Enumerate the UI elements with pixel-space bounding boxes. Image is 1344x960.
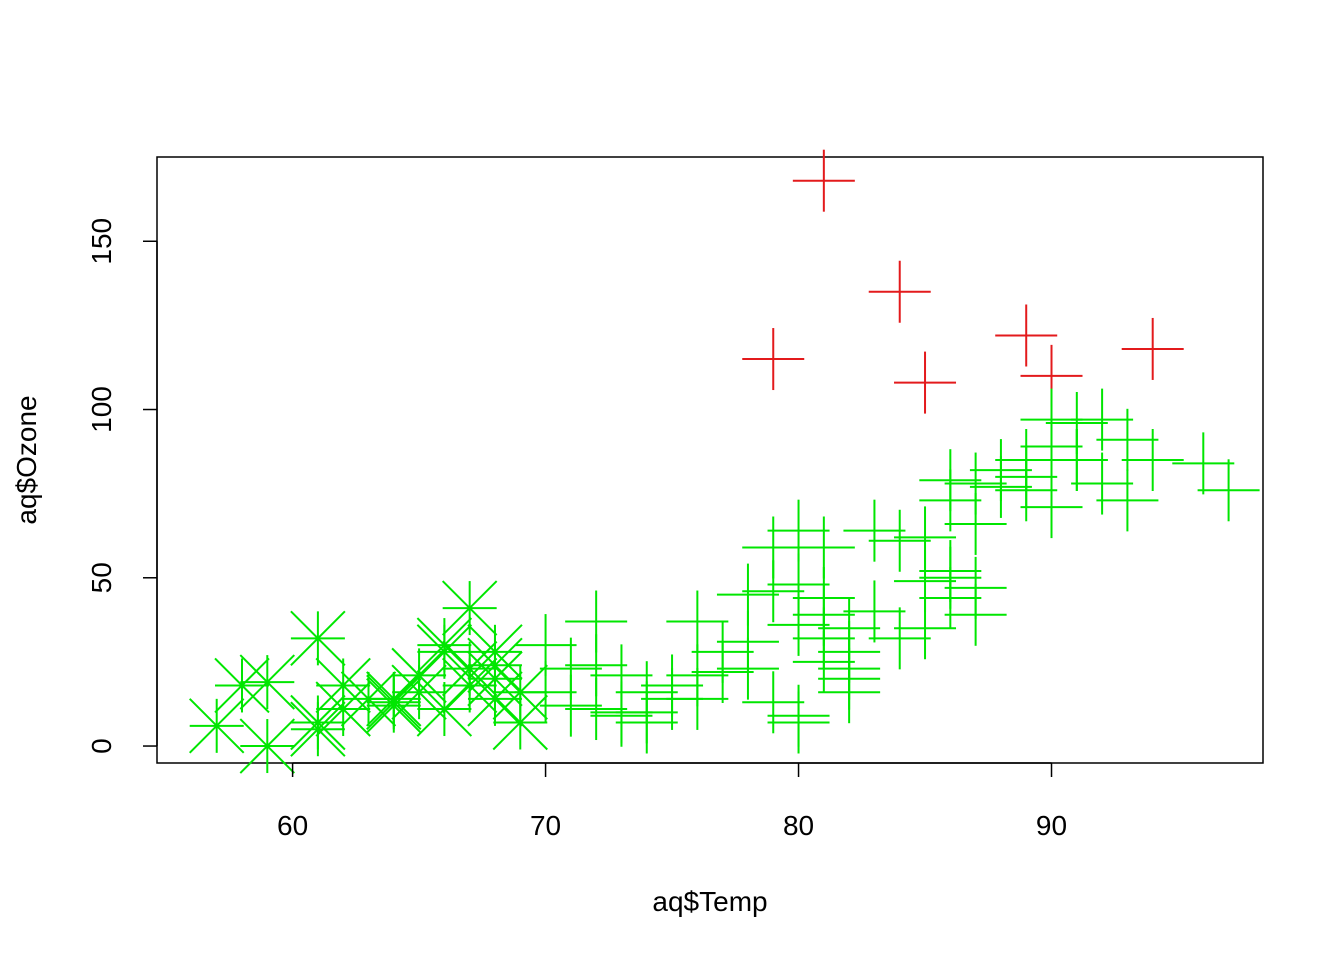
plus-point: [565, 678, 628, 741]
plus-point: [615, 691, 678, 754]
y-tick-label: 150: [86, 218, 117, 265]
star-point: [441, 640, 498, 697]
plus-point: [742, 671, 805, 734]
plus-point: [818, 661, 881, 724]
plus-point: [995, 304, 1058, 367]
plus-point: [868, 509, 931, 572]
star-point: [188, 698, 245, 754]
star-point: [290, 610, 346, 667]
star-point: [492, 694, 548, 751]
star-point: [239, 718, 296, 774]
y-axis-title: aq$Ozone: [11, 395, 42, 524]
plus-point: [894, 597, 957, 660]
star-point: [214, 657, 270, 714]
plus-point: [919, 469, 982, 532]
y-axis: 0 50 100 150: [86, 218, 158, 754]
plus-point: [894, 351, 957, 414]
plus-point: [944, 452, 1007, 515]
plus-point: [1096, 408, 1159, 471]
y-tick-label: 0: [86, 738, 117, 754]
data-points: [188, 149, 1260, 774]
x-tick-label: 90: [1036, 810, 1067, 841]
plus-point: [868, 260, 931, 323]
x-tick-label: 70: [530, 810, 561, 841]
x-axis-title: aq$Temp: [652, 886, 767, 917]
star-point: [416, 681, 473, 737]
plus-point: [691, 641, 754, 704]
plus-point: [1096, 469, 1159, 532]
plus-point: [1071, 452, 1134, 515]
star-point: [315, 657, 371, 714]
x-axis: 60 70 80 90: [277, 762, 1067, 841]
plus-point: [792, 607, 855, 670]
plus-point: [539, 674, 602, 737]
plus-point: [792, 149, 855, 212]
plus-point: [1172, 432, 1235, 495]
plus-point: [767, 593, 830, 656]
plus-point: [742, 328, 805, 391]
plus-point: [666, 667, 729, 730]
plus-point: [1121, 429, 1184, 491]
plus-point: [969, 439, 1032, 502]
plus-point: [1121, 317, 1184, 380]
star-point: [366, 677, 422, 734]
plus-point: [1197, 459, 1260, 522]
y-tick-label: 50: [86, 562, 117, 593]
plus-point: [843, 499, 906, 562]
plus-point: [767, 684, 830, 747]
plus-point: [1045, 429, 1108, 491]
star-point: [467, 671, 523, 727]
plus-point: [716, 637, 779, 700]
star-point: [290, 701, 346, 757]
plus-point: [641, 654, 704, 717]
plus-point: [843, 580, 906, 643]
plus-point: [767, 499, 830, 562]
plus-point: [514, 661, 577, 724]
plus-point: [666, 590, 729, 653]
plus-point: [1071, 388, 1134, 451]
plus-point: [995, 445, 1058, 508]
plus-point: [868, 607, 931, 670]
y-tick-label: 100: [86, 386, 117, 433]
star-point: [239, 654, 296, 710]
x-tick-label: 60: [277, 810, 308, 841]
plus-point: [919, 540, 982, 603]
star-point: [391, 664, 447, 720]
plus-point: [944, 583, 1007, 646]
x-tick-label: 80: [783, 810, 814, 841]
plus-point: [1020, 476, 1083, 539]
